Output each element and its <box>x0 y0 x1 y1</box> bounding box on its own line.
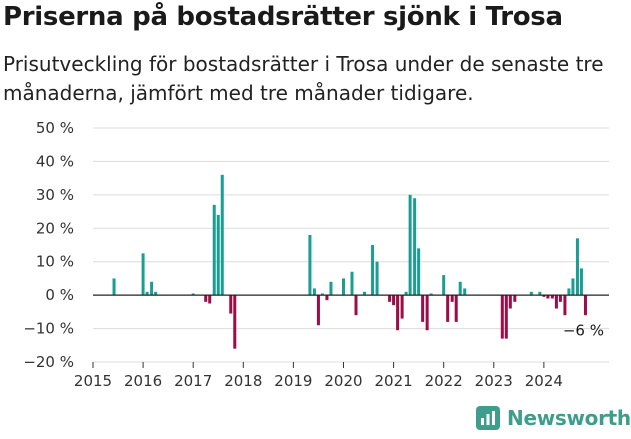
y-tick-label: 40 % <box>36 152 74 170</box>
bar <box>463 288 467 296</box>
x-tick-label: 2016 <box>124 372 162 390</box>
y-tick-label: 50 % <box>36 119 74 137</box>
bar <box>150 281 154 296</box>
newsworthy-logo-icon <box>476 406 500 430</box>
bar <box>329 281 333 296</box>
bar <box>442 275 446 296</box>
bar <box>413 198 417 296</box>
bar-chart: 50 %40 %30 %20 %10 %0 %−10 %−20 % 2015 20… <box>23 119 609 390</box>
bar <box>546 295 550 299</box>
bar <box>154 291 158 296</box>
bar <box>308 234 312 296</box>
bar <box>417 248 421 296</box>
x-tick-label: 2024 <box>525 372 563 390</box>
bar <box>233 295 237 349</box>
bar <box>508 295 512 309</box>
bar <box>212 204 216 296</box>
bar <box>550 295 554 299</box>
x-tick-label: 2023 <box>475 372 513 390</box>
bar <box>145 291 149 296</box>
bar <box>458 281 462 296</box>
chart-title: Priserna på bostadsrätter sjönk i Trosa <box>3 2 563 32</box>
bar <box>529 291 533 296</box>
bar <box>400 295 404 319</box>
x-tick-label: 2018 <box>224 372 262 390</box>
x-tick-label: 2021 <box>374 372 412 390</box>
bar <box>208 295 212 304</box>
x-tick-label: 2017 <box>174 372 212 390</box>
bar <box>538 291 542 296</box>
bar <box>216 214 220 296</box>
bar <box>558 295 562 302</box>
x-tick-label: 2022 <box>425 372 463 390</box>
bar <box>229 295 233 314</box>
bar <box>571 278 575 296</box>
x-tick-label: 2020 <box>324 372 362 390</box>
gridlines <box>93 127 609 363</box>
bar <box>563 295 567 316</box>
bar <box>500 295 504 339</box>
y-tick-label: 30 % <box>36 186 74 204</box>
bar <box>567 288 571 296</box>
chart-subtitle: Prisutveckling för bostadsrätter i Trosa… <box>3 52 604 105</box>
bar <box>575 238 579 296</box>
bar <box>450 295 454 302</box>
bar <box>454 295 458 322</box>
y-tick-label: 0 % <box>45 286 74 304</box>
end-value-label: −6 % <box>563 321 604 339</box>
bar <box>542 295 546 297</box>
bar <box>504 295 508 339</box>
x-tick-label: 2015 <box>74 372 112 390</box>
brand-name: Newsworthy <box>507 406 631 430</box>
bar <box>354 295 358 316</box>
bar <box>446 295 450 322</box>
x-axis-ticks: 2015 2016 2017 2018 2019 2020 2021 2022 2023 2024 <box>74 362 563 390</box>
newsworthy-logo: Newsworthy <box>476 406 631 430</box>
bar <box>583 295 587 316</box>
bar <box>220 174 224 296</box>
bar <box>312 288 316 296</box>
y-tick-label: 20 % <box>36 219 74 237</box>
bar <box>375 261 379 296</box>
bar <box>388 295 392 302</box>
y-tick-label: 10 % <box>36 253 74 271</box>
bar <box>408 194 412 296</box>
bar <box>404 291 408 296</box>
bar <box>112 278 116 296</box>
bar <box>429 293 433 296</box>
bar <box>371 245 375 296</box>
bar <box>141 253 145 296</box>
bar <box>421 295 425 322</box>
bar <box>554 295 558 309</box>
bar <box>341 278 345 296</box>
bar <box>425 295 429 331</box>
bar <box>191 293 195 296</box>
x-tick-label: 2019 <box>274 372 312 390</box>
bar <box>204 295 208 302</box>
bar <box>316 295 320 326</box>
bar <box>396 295 400 331</box>
bar <box>392 295 396 306</box>
bar <box>579 268 583 296</box>
y-tick-label: −10 % <box>23 320 74 338</box>
bars <box>112 174 587 349</box>
y-axis-ticks: 50 % 40 % 30 % 20 % 10 % 0 % −10 % −20 % <box>23 119 74 371</box>
bar <box>325 295 329 301</box>
bar <box>350 271 354 296</box>
bar <box>320 293 324 296</box>
y-tick-label: −20 % <box>23 353 74 371</box>
bar <box>363 291 367 296</box>
bar <box>513 295 517 302</box>
